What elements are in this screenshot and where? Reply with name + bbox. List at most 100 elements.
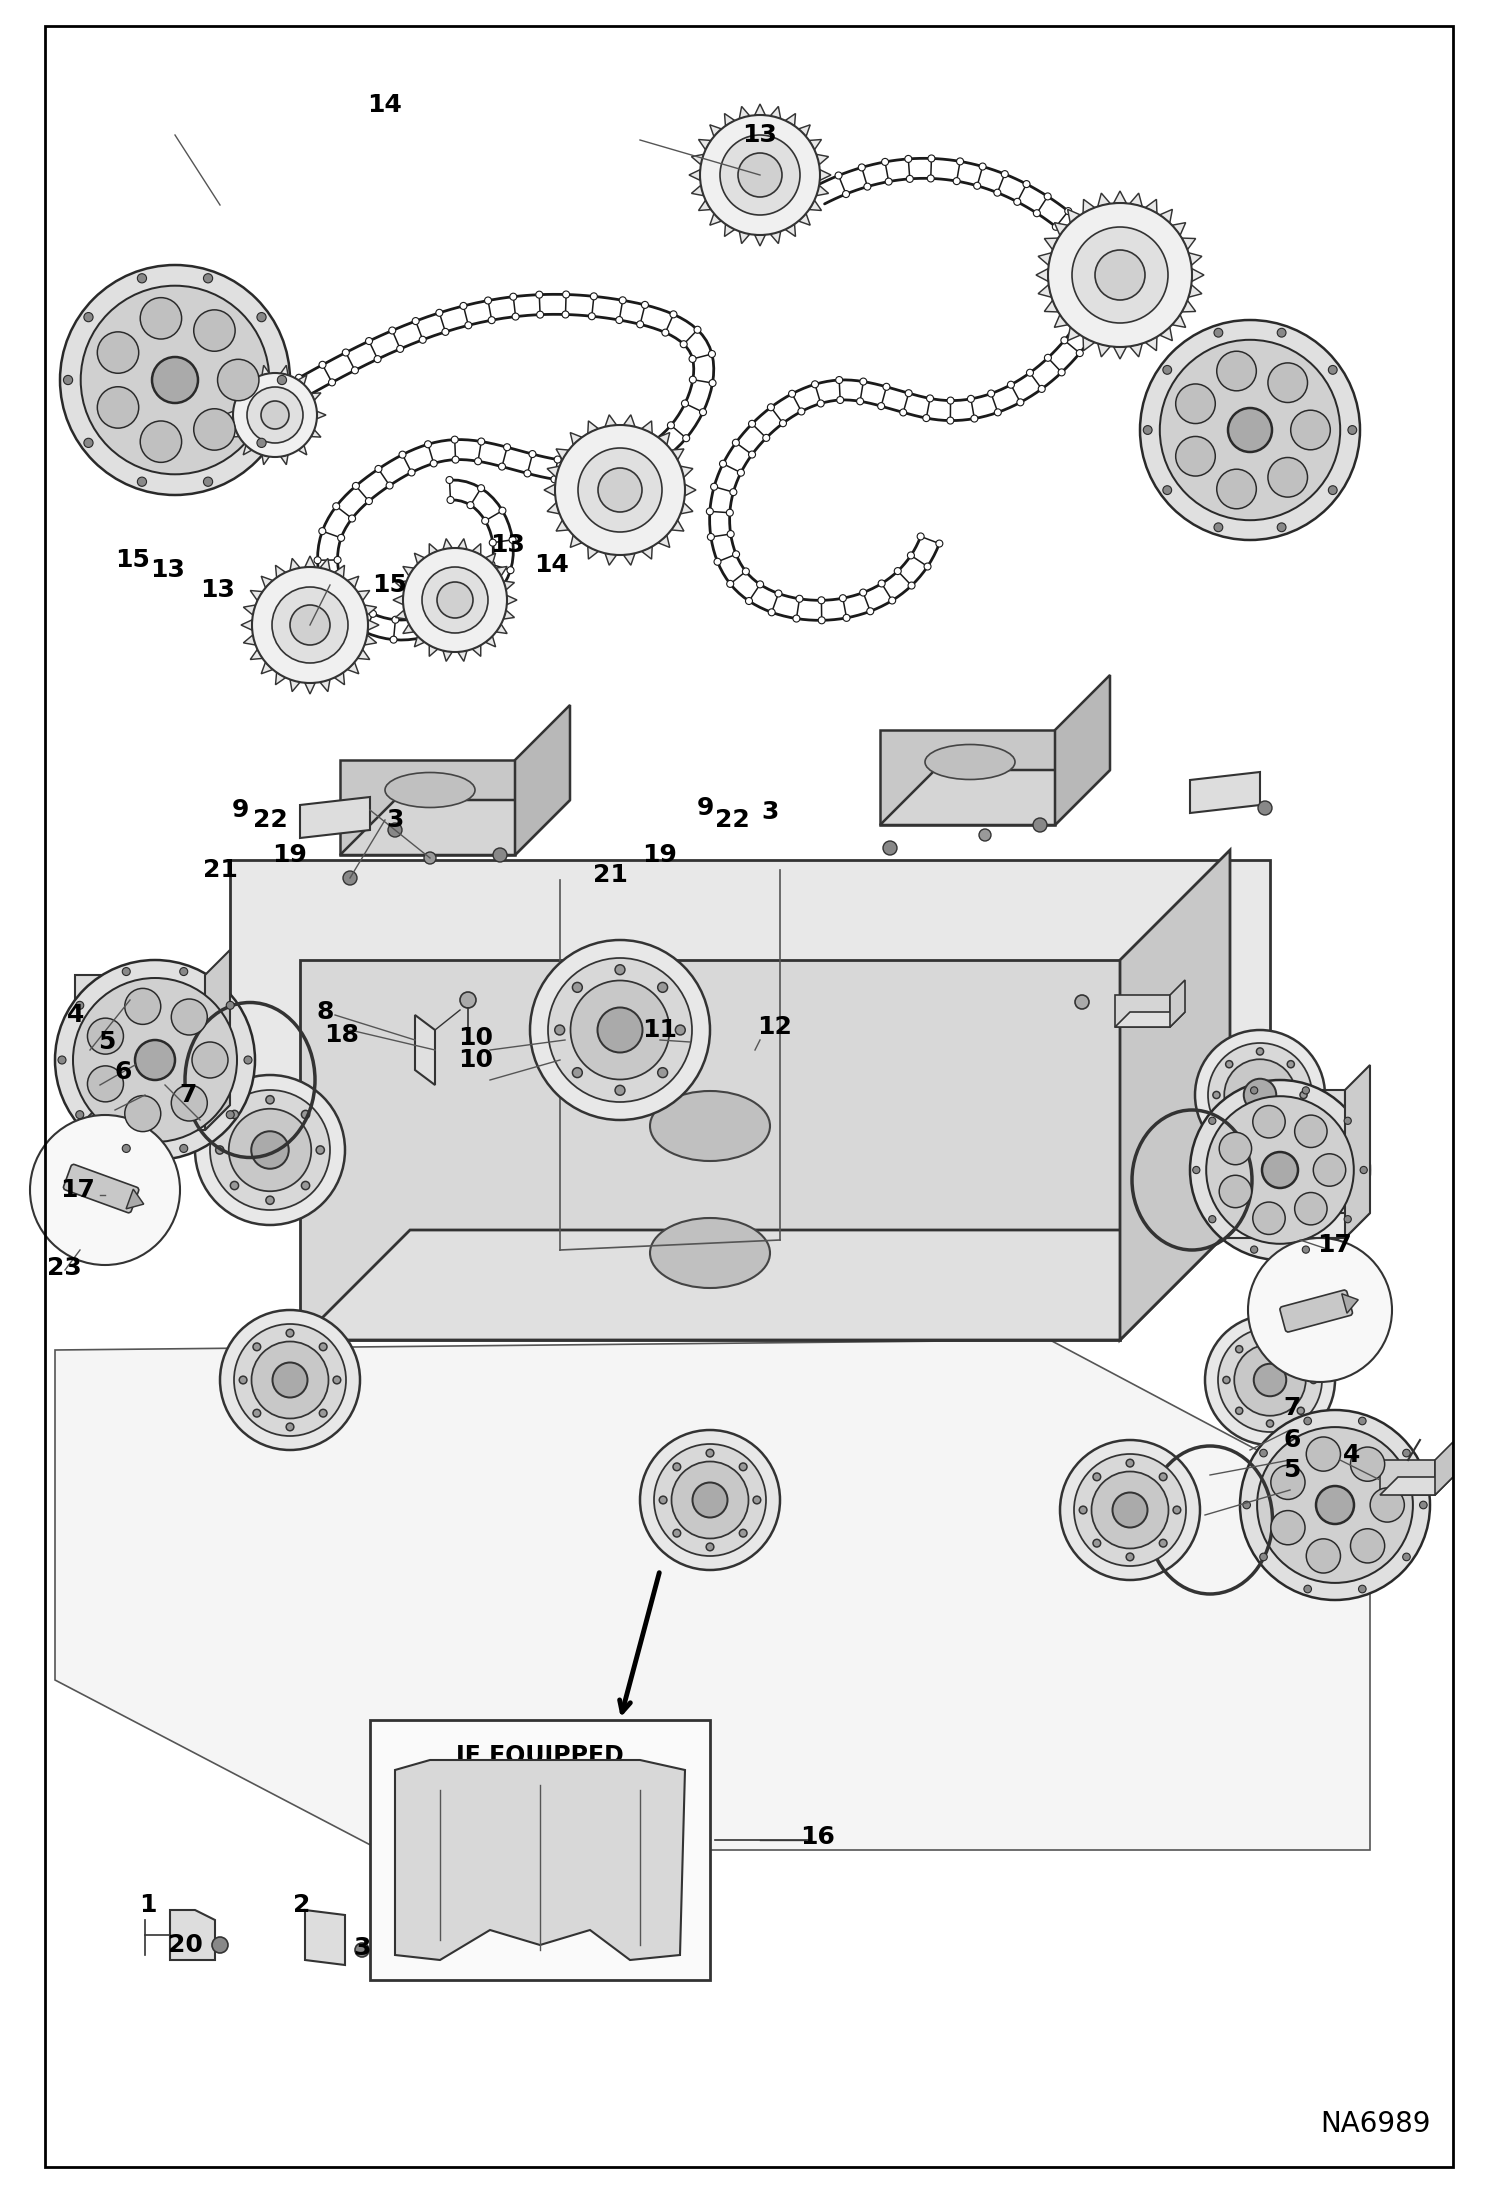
Polygon shape <box>300 961 1121 1340</box>
Polygon shape <box>250 590 262 601</box>
Polygon shape <box>879 770 1110 825</box>
Ellipse shape <box>385 772 475 807</box>
Circle shape <box>616 965 625 974</box>
Circle shape <box>488 561 494 568</box>
Text: 21: 21 <box>593 864 628 886</box>
Text: 22: 22 <box>253 807 288 831</box>
Circle shape <box>1074 1454 1186 1566</box>
Polygon shape <box>698 200 712 211</box>
Circle shape <box>252 1342 328 1419</box>
Circle shape <box>947 397 954 404</box>
Circle shape <box>993 189 1001 195</box>
Polygon shape <box>205 950 231 1129</box>
Polygon shape <box>304 557 315 568</box>
Polygon shape <box>798 125 810 136</box>
Bar <box>370 1719 710 1980</box>
Circle shape <box>730 489 737 496</box>
Circle shape <box>1257 1048 1264 1055</box>
Circle shape <box>987 390 995 397</box>
Circle shape <box>488 316 496 325</box>
Polygon shape <box>443 539 452 550</box>
Circle shape <box>839 594 846 601</box>
Polygon shape <box>276 673 286 684</box>
Circle shape <box>124 1096 160 1132</box>
Polygon shape <box>1098 344 1110 357</box>
Circle shape <box>509 537 517 544</box>
Circle shape <box>857 397 864 406</box>
Circle shape <box>1219 1132 1252 1164</box>
Text: 12: 12 <box>758 1015 792 1039</box>
Circle shape <box>124 989 160 1024</box>
Circle shape <box>1189 1079 1371 1261</box>
Circle shape <box>589 314 595 320</box>
Circle shape <box>580 458 586 465</box>
Circle shape <box>640 1430 780 1570</box>
Circle shape <box>818 596 825 603</box>
Text: 7: 7 <box>1284 1397 1300 1421</box>
Circle shape <box>746 596 752 605</box>
Circle shape <box>291 605 330 645</box>
Circle shape <box>1216 469 1257 509</box>
Polygon shape <box>1159 327 1173 340</box>
Text: 23: 23 <box>46 1257 81 1281</box>
Polygon shape <box>605 414 617 428</box>
Polygon shape <box>276 566 286 577</box>
Circle shape <box>1243 1502 1251 1509</box>
Circle shape <box>213 1936 228 1954</box>
Polygon shape <box>879 730 1055 825</box>
Polygon shape <box>680 502 694 513</box>
Circle shape <box>1103 305 1110 311</box>
Circle shape <box>1192 1167 1200 1173</box>
Circle shape <box>87 1018 123 1055</box>
Circle shape <box>76 1110 84 1118</box>
Circle shape <box>286 1423 294 1430</box>
Circle shape <box>867 607 873 614</box>
Circle shape <box>261 401 289 430</box>
Circle shape <box>301 1182 310 1189</box>
Circle shape <box>1359 1586 1366 1592</box>
Circle shape <box>700 408 707 417</box>
Circle shape <box>1348 425 1357 434</box>
Circle shape <box>1195 1031 1326 1160</box>
Circle shape <box>1107 274 1115 281</box>
Polygon shape <box>1098 193 1110 206</box>
Circle shape <box>878 404 885 410</box>
Circle shape <box>1070 239 1076 246</box>
Circle shape <box>1266 1333 1273 1340</box>
Polygon shape <box>1113 191 1126 204</box>
Polygon shape <box>126 1189 144 1208</box>
Circle shape <box>87 1066 123 1101</box>
Circle shape <box>252 568 369 682</box>
Polygon shape <box>556 520 569 531</box>
Circle shape <box>366 338 373 344</box>
Circle shape <box>536 311 544 318</box>
Circle shape <box>407 469 415 476</box>
Circle shape <box>968 395 974 401</box>
Text: 5: 5 <box>1284 1458 1300 1482</box>
Circle shape <box>1092 1472 1168 1548</box>
Text: 4: 4 <box>1344 1443 1360 1467</box>
Circle shape <box>1236 1408 1243 1414</box>
Circle shape <box>229 1110 312 1191</box>
Polygon shape <box>225 412 234 419</box>
Circle shape <box>475 458 481 465</box>
Circle shape <box>503 443 511 452</box>
Circle shape <box>84 314 93 322</box>
Circle shape <box>798 408 804 414</box>
Circle shape <box>478 579 484 586</box>
Circle shape <box>689 377 697 384</box>
Circle shape <box>512 314 520 320</box>
Circle shape <box>1287 1061 1294 1068</box>
Circle shape <box>878 579 885 588</box>
Polygon shape <box>1121 851 1230 1340</box>
Polygon shape <box>785 224 795 237</box>
Circle shape <box>563 292 569 298</box>
Polygon shape <box>1225 1213 1371 1239</box>
Circle shape <box>58 1057 66 1064</box>
Circle shape <box>551 476 557 482</box>
Polygon shape <box>819 169 831 180</box>
Circle shape <box>530 941 710 1121</box>
Polygon shape <box>430 645 437 656</box>
Circle shape <box>193 309 235 351</box>
Circle shape <box>906 175 914 182</box>
